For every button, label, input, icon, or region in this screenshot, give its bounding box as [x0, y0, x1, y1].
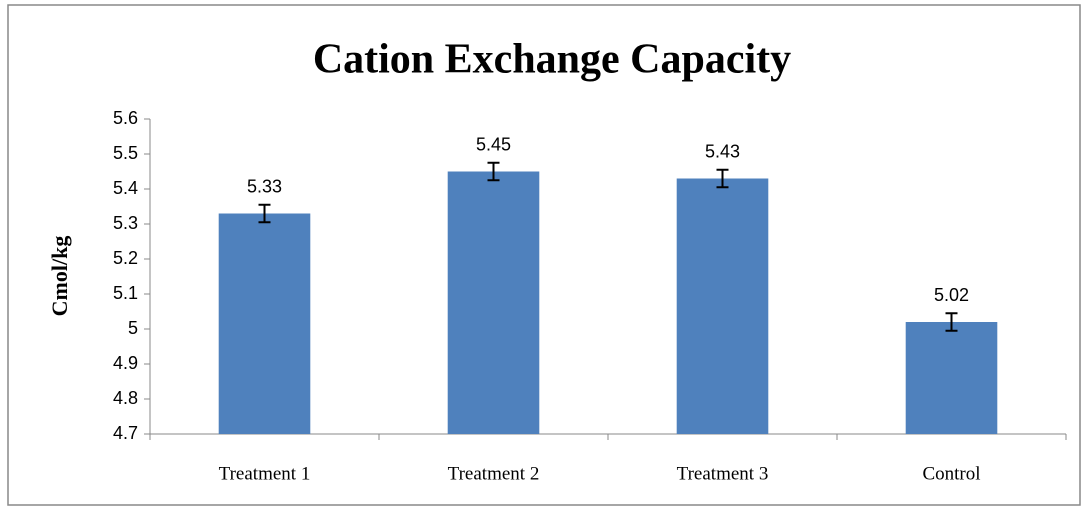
- y-tick-label: 5.2: [113, 248, 138, 268]
- y-tick-label: 4.8: [113, 388, 138, 408]
- data-label: 5.02: [934, 285, 969, 305]
- y-tick-label: 4.7: [113, 423, 138, 443]
- chart-title: Cation Exchange Capacity: [313, 37, 791, 83]
- bar: [218, 213, 311, 434]
- y-tick-label: 4.9: [113, 353, 138, 373]
- y-tick-label: 5.6: [113, 108, 138, 128]
- x-tick-label: Treatment 1: [219, 463, 311, 484]
- y-tick-label: 5: [128, 318, 138, 338]
- x-tick-label: Treatment 2: [448, 463, 540, 484]
- data-label: 5.33: [247, 177, 282, 197]
- bar: [447, 171, 540, 434]
- chart-border: [7, 4, 1081, 506]
- y-axis-title: Cmol/kg: [47, 236, 72, 317]
- y-tick-label: 5.5: [113, 143, 138, 163]
- y-tick-label: 5.4: [113, 178, 138, 198]
- x-tick-label: Treatment 3: [677, 463, 769, 484]
- bar: [905, 322, 998, 434]
- bar: [676, 178, 769, 434]
- x-tick-label: Control: [922, 463, 980, 484]
- data-label: 5.45: [476, 135, 511, 155]
- data-label: 5.43: [705, 142, 740, 162]
- y-tick-label: 5.3: [113, 213, 138, 233]
- y-tick-label: 5.1: [113, 283, 138, 303]
